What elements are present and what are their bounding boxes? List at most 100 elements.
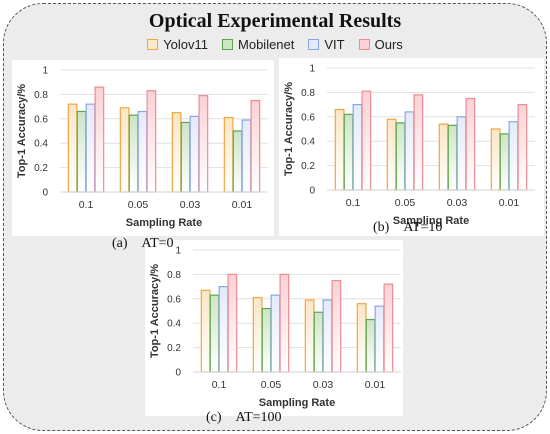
y-tick-label: 0.8 xyxy=(301,88,315,99)
bar-vit-0-01 xyxy=(241,119,252,193)
legend-label-mobilenet: Mobilenet xyxy=(238,37,295,52)
chart-panel-b: 0 0.2 0.4 0.6 0.8 1 0.1 0.05 0.03 0.01 Sampling Ra… xyxy=(283,64,535,227)
bar-mobilenet-0-1 xyxy=(343,113,354,191)
y-tick-label: 0.4 xyxy=(301,137,315,148)
x-tick-label: 0.03 xyxy=(180,199,201,211)
caption-c-letter: (c) xyxy=(206,410,222,425)
bar-ours-0-05 xyxy=(279,273,290,373)
bar-ours-0-05 xyxy=(146,90,157,193)
y-tick-label: 0.8 xyxy=(167,270,181,281)
bar-ours-0-01 xyxy=(250,99,261,193)
bar-vit-0-1 xyxy=(85,103,96,193)
y-axis-label: Top-1 Accuracy/% xyxy=(16,84,28,178)
bar-yolov11-0-03 xyxy=(171,112,182,193)
bar-mobilenet-0-01 xyxy=(365,318,376,373)
legend-item-ours: Ours xyxy=(358,37,403,52)
y-tick-label: 0.6 xyxy=(167,294,181,305)
bar-vit-0-03 xyxy=(189,115,200,193)
y-tick-label: 0 xyxy=(175,368,181,379)
bar-vit-0-05 xyxy=(270,294,281,373)
y-tick-label: 0.6 xyxy=(34,114,48,125)
bar-ours-0-1 xyxy=(227,273,238,373)
caption-b-letter: (b) xyxy=(373,220,390,235)
caption-b: (b) AT=10 xyxy=(373,220,442,236)
bar-mobilenet-0-05 xyxy=(261,307,272,373)
x-tick-label: 0.05 xyxy=(261,379,282,391)
caption-a-text: AT=0 xyxy=(141,236,174,251)
bar-mobilenet-0-01 xyxy=(232,130,243,193)
bar-ours-0-05 xyxy=(413,94,424,191)
bar-vit-0-1 xyxy=(352,103,363,191)
legend-swatch-vit xyxy=(308,39,320,50)
bar-ours-0-03 xyxy=(465,97,476,191)
bar-vit-0-05 xyxy=(137,110,148,193)
bar-mobilenet-0-05 xyxy=(395,122,406,191)
y-tick-label: 1 xyxy=(309,64,315,75)
y-tick-label: 1 xyxy=(42,66,48,77)
bar-yolov11-0-05 xyxy=(119,107,130,193)
caption-a: (a) AT=0 xyxy=(112,236,174,252)
y-tick-label: 1 xyxy=(175,246,181,257)
bar-ours-0-1 xyxy=(361,90,372,191)
x-tick-label: 0.03 xyxy=(313,379,334,391)
x-tick-label: 0.1 xyxy=(346,197,361,209)
bar-ours-0-01 xyxy=(517,103,528,191)
bar-vit-0-03 xyxy=(456,116,467,191)
bar-vit-0-01 xyxy=(508,121,519,191)
x-tick-label: 0.01 xyxy=(499,197,520,209)
bar-yolov11-0-03 xyxy=(304,299,315,373)
y-tick-label: 0 xyxy=(42,188,48,199)
bar-mobilenet-0-1 xyxy=(76,110,87,193)
bar-mobilenet-0-05 xyxy=(128,114,139,193)
legend-item-yolov11: Yolov11 xyxy=(147,37,208,52)
bar-vit-0-03 xyxy=(322,299,333,373)
x-tick-label: 0.1 xyxy=(212,379,227,391)
bar-yolov11-0-05 xyxy=(386,118,397,191)
legend-swatch-ours xyxy=(358,39,370,50)
bar-mobilenet-0-03 xyxy=(180,121,191,193)
legend: Yolov11 Mobilenet VIT Ours xyxy=(0,37,550,52)
bar-yolov11-0-03 xyxy=(438,123,449,191)
y-tick-label: 0.2 xyxy=(34,163,48,174)
bar-vit-0-01 xyxy=(374,305,385,373)
bar-mobilenet-0-03 xyxy=(313,311,324,373)
figure-title: Optical Experimental Results xyxy=(148,10,402,32)
legend-item-mobilenet: Mobilenet xyxy=(222,37,294,52)
caption-c: (c) AT=100 xyxy=(206,410,282,426)
y-tick-label: 0.6 xyxy=(301,112,315,123)
x-tick-label: 0.1 xyxy=(79,199,94,211)
bar-mobilenet-0-1 xyxy=(209,294,220,373)
bar-yolov11-0-01 xyxy=(223,116,234,193)
x-tick-label: 0.01 xyxy=(365,379,386,391)
bar-vit-0-1 xyxy=(218,285,229,373)
x-axis-label: Sampling Rate xyxy=(126,217,202,229)
legend-item-vit: VIT xyxy=(308,37,345,52)
x-tick-label: 0.05 xyxy=(395,197,416,209)
y-tick-label: 0.2 xyxy=(167,343,181,354)
y-tick-label: 0.8 xyxy=(34,90,48,101)
bar-yolov11-0-01 xyxy=(356,303,367,373)
bar-yolov11-0-1 xyxy=(334,108,345,191)
y-tick-label: 0.4 xyxy=(34,139,48,150)
x-axis-label: Sampling Rate xyxy=(259,397,335,409)
legend-label-vit: VIT xyxy=(324,37,345,52)
legend-label-yolov11: Yolov11 xyxy=(163,37,209,52)
chart-panel-a: 0 0.2 0.4 0.6 0.8 1 0.1 0.05 0.03 0.01 Sampling Ra… xyxy=(16,66,268,229)
bar-yolov11-0-1 xyxy=(200,289,211,373)
bar-ours-0-1 xyxy=(94,86,105,193)
legend-swatch-mobilenet xyxy=(222,39,234,50)
x-tick-label: 0.01 xyxy=(232,199,253,211)
x-tick-label: 0.05 xyxy=(128,199,149,211)
caption-a-letter: (a) xyxy=(112,236,128,251)
caption-c-text: AT=100 xyxy=(235,410,282,425)
bar-vit-0-05 xyxy=(404,111,415,191)
x-axis-label: Sampling Rate xyxy=(393,215,469,227)
y-tick-label: 0 xyxy=(309,186,315,197)
bar-ours-0-03 xyxy=(198,95,209,193)
bar-ours-0-01 xyxy=(383,283,394,373)
bar-yolov11-0-05 xyxy=(252,296,263,373)
y-axis-label: Top-1 Accuracy/% xyxy=(149,264,161,358)
bar-ours-0-03 xyxy=(331,279,342,373)
y-tick-label: 0.4 xyxy=(167,319,181,330)
bar-yolov11-0-1 xyxy=(67,103,78,193)
